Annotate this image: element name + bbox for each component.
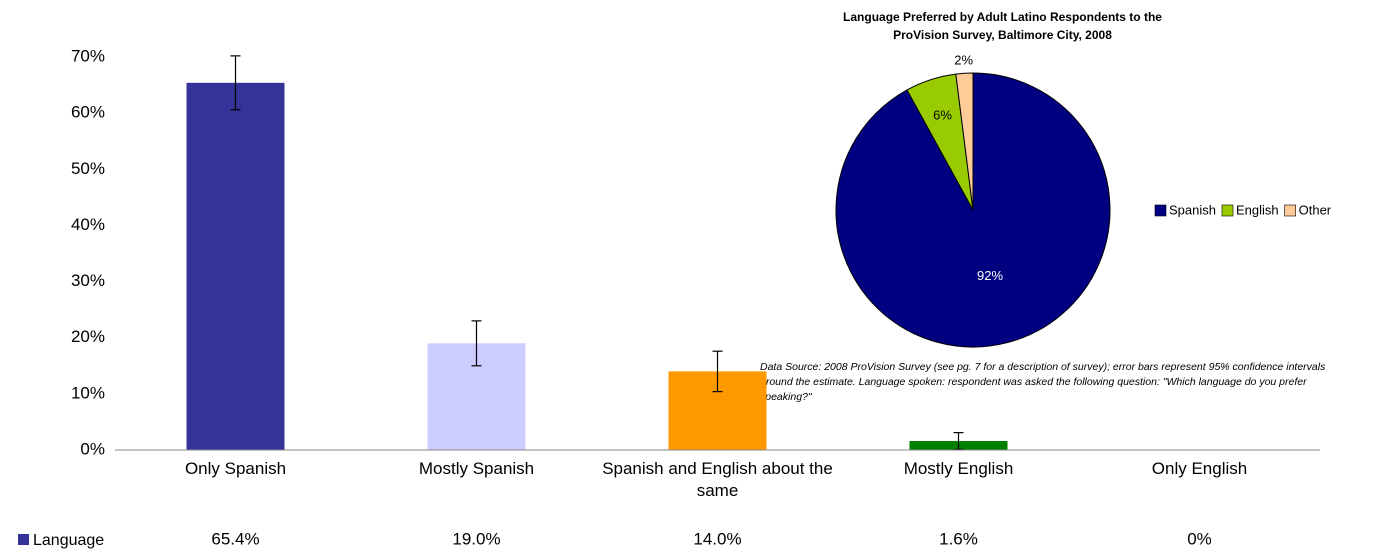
bar xyxy=(186,82,285,450)
pie-title: Language Preferred by Adult Latino Respo… xyxy=(843,10,1162,42)
table-value: 65.4% xyxy=(211,529,259,548)
pie-slice xyxy=(955,72,974,211)
x-tick-label-box: Only Spanish xyxy=(184,459,287,478)
x-tick-label-box: Spanish and English about the same xyxy=(602,459,833,500)
note-box: Data Source: 2008 ProVision Survey (see … xyxy=(760,361,1326,403)
table-value: 19.0% xyxy=(452,529,500,548)
pie-slice xyxy=(835,72,1111,348)
x-tick-label: Mostly Spanish xyxy=(418,459,535,478)
legend-label: Language xyxy=(33,532,104,549)
table-value: 1.6% xyxy=(939,529,978,548)
x-tick-label: Mostly English xyxy=(903,459,1014,478)
x-tick-label: Only English xyxy=(1151,459,1248,478)
y-tick-label: 70% xyxy=(71,46,105,65)
y-tick-label: 60% xyxy=(71,103,105,122)
legend-label: English xyxy=(1236,202,1279,217)
note: Data Source: 2008 ProVision Survey (see … xyxy=(760,361,1326,403)
x-tick-label-box: Mostly Spanish xyxy=(418,459,535,478)
pie-title-box: Language Preferred by Adult Latino Respo… xyxy=(843,10,1162,42)
x-tick-label: Only Spanish xyxy=(184,459,287,478)
legend-label: Spanish xyxy=(1169,202,1216,217)
table-value: 0% xyxy=(1187,529,1212,548)
x-tick-label: Spanish and English about the same xyxy=(602,459,833,500)
pie-label: 2% xyxy=(954,53,973,68)
y-tick-label: 0% xyxy=(80,439,105,458)
x-tick-label-box: Mostly English xyxy=(903,459,1014,478)
x-tick-label-box: Only English xyxy=(1151,459,1248,478)
y-tick-label: 40% xyxy=(71,215,105,234)
legend-label: Other xyxy=(1299,202,1332,217)
pie-label: 6% xyxy=(933,108,952,123)
legend-swatch xyxy=(18,534,29,545)
pie-label: 92% xyxy=(977,268,1003,283)
legend-swatch xyxy=(1284,204,1296,217)
y-tick-label: 10% xyxy=(71,383,105,402)
legend-swatch xyxy=(1154,204,1167,217)
y-tick-label: 50% xyxy=(71,159,105,178)
y-tick-label: 20% xyxy=(71,327,105,346)
table-value: 14.0% xyxy=(693,529,741,548)
y-tick-label: 30% xyxy=(71,271,105,290)
legend-swatch xyxy=(1221,204,1234,217)
